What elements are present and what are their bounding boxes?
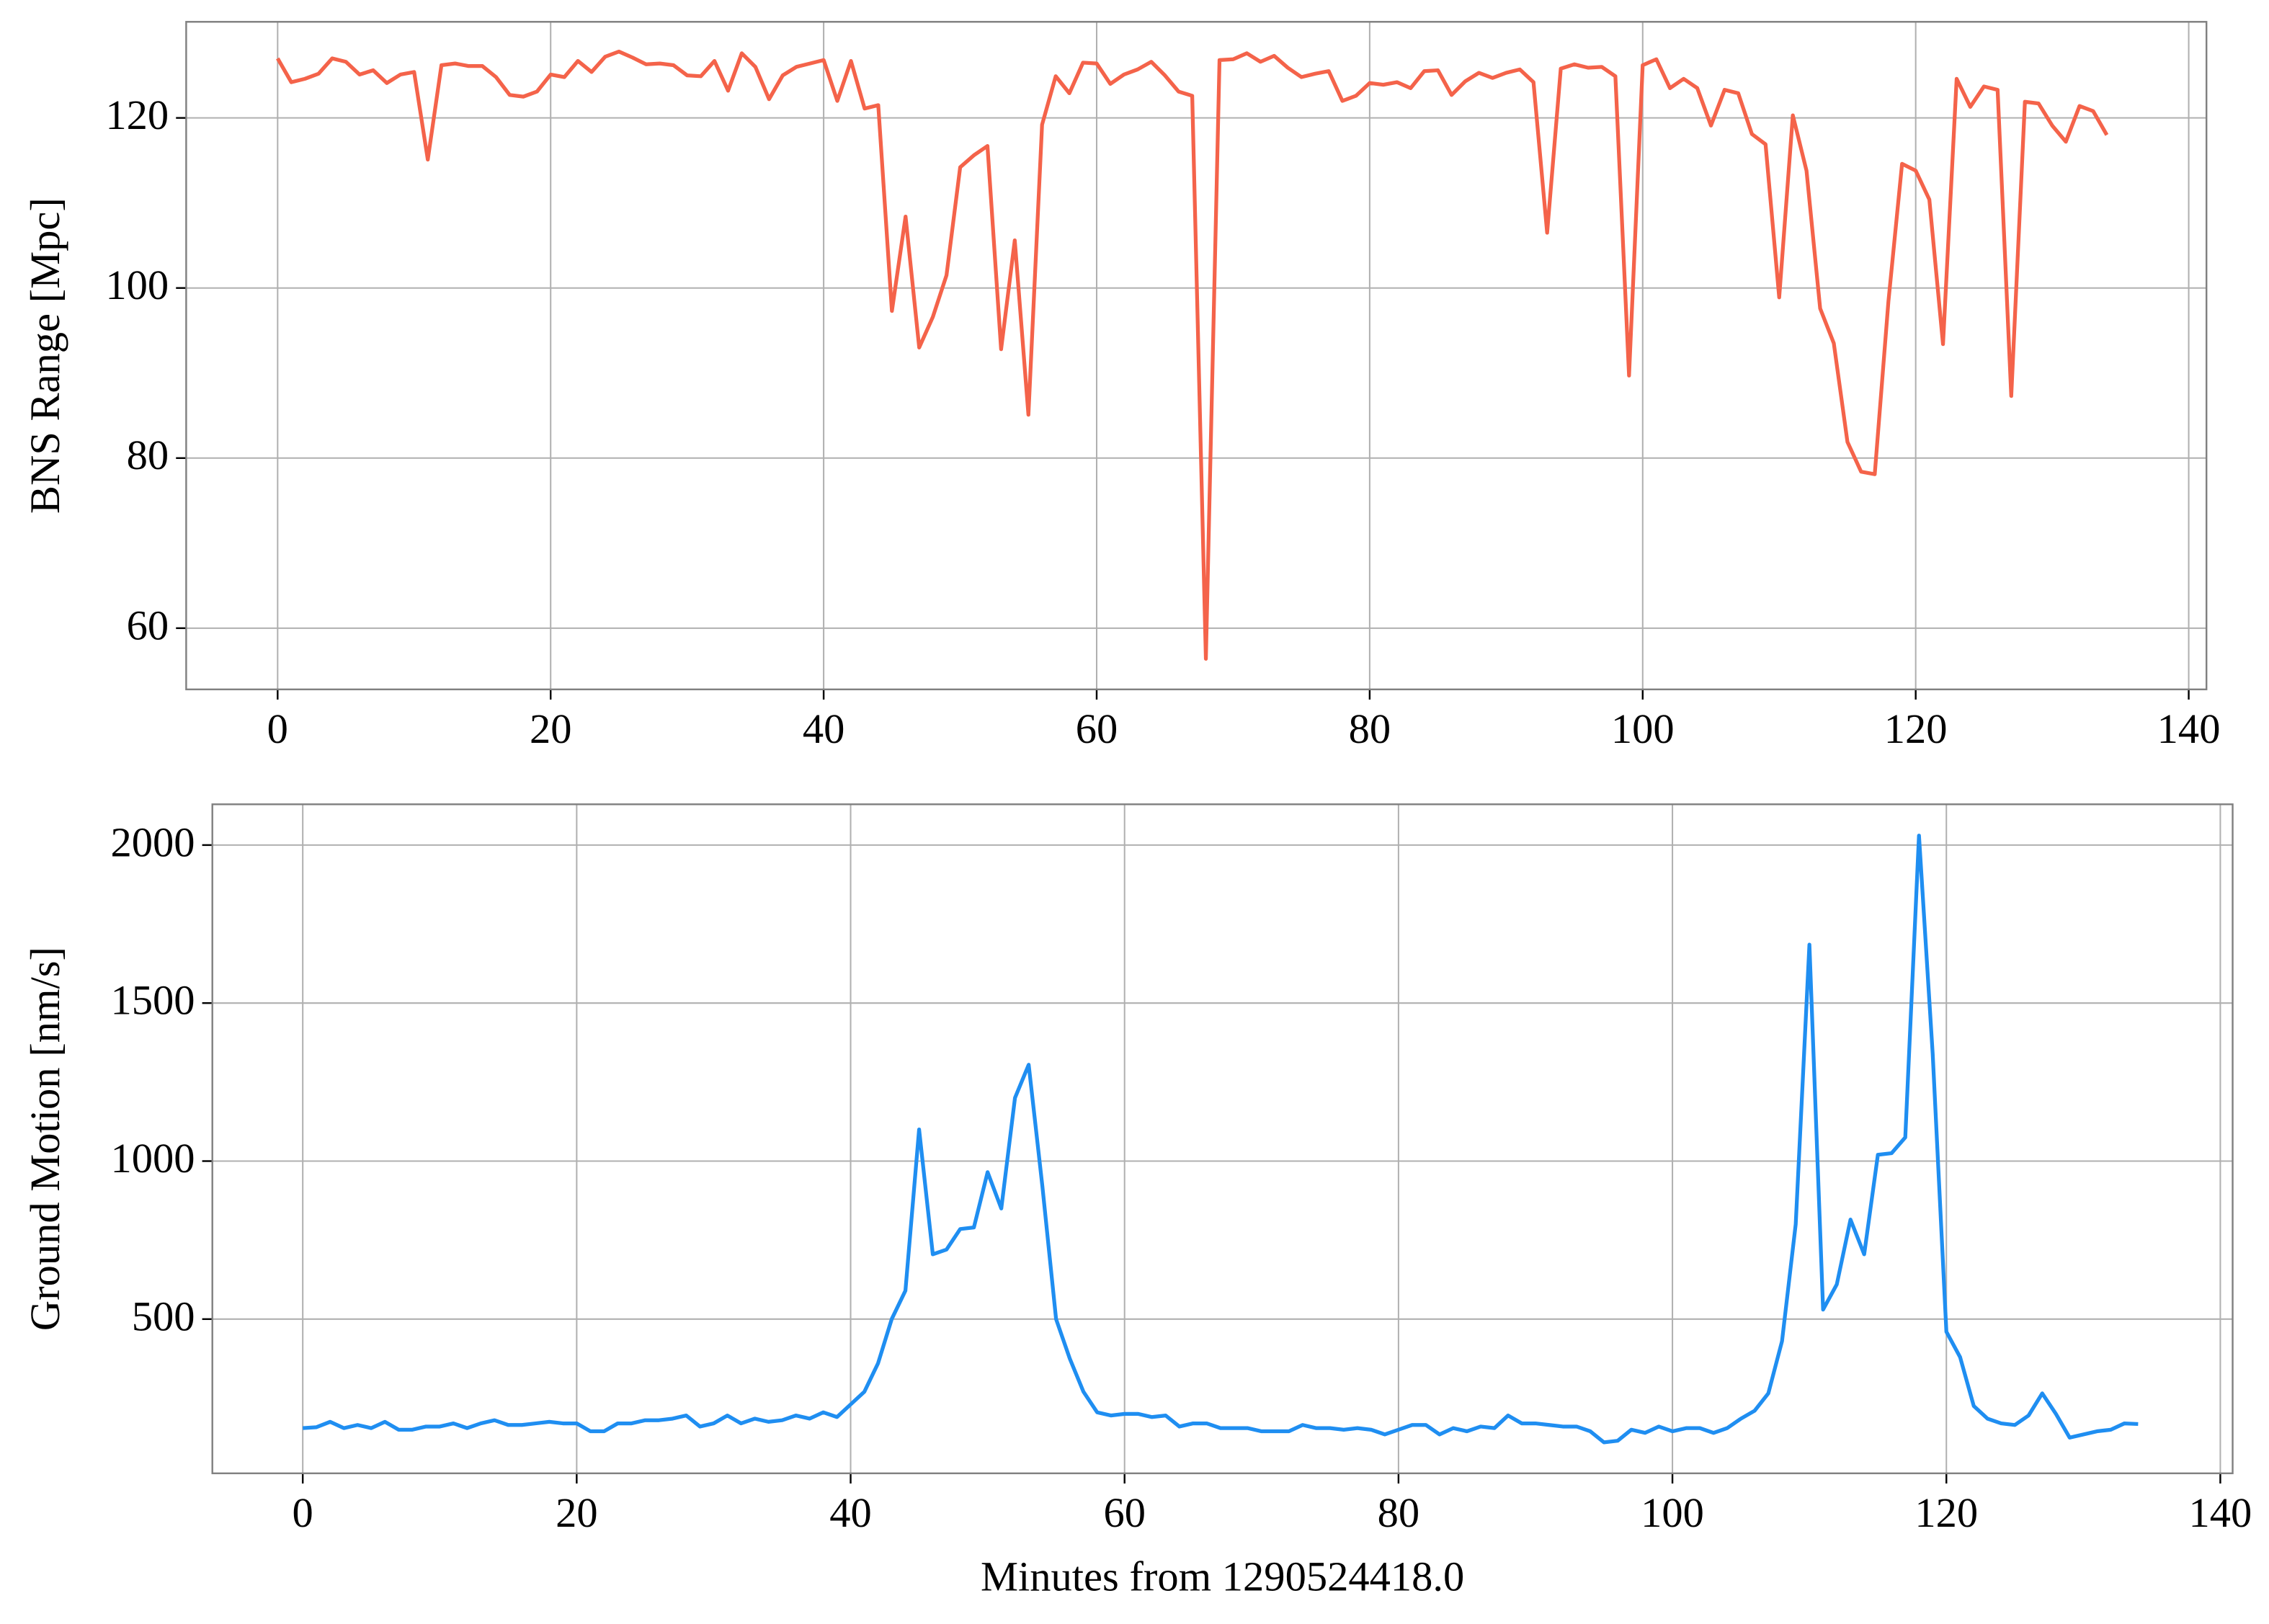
plot-frame xyxy=(211,803,2234,1475)
y-tick-label: 2000 xyxy=(110,818,195,865)
y-tick-label: 100 xyxy=(105,262,169,308)
plot-frame xyxy=(185,21,2208,691)
y-tick-label: 500 xyxy=(132,1293,195,1339)
x-tick-label: 40 xyxy=(829,1489,872,1536)
y-tick-label: 1000 xyxy=(110,1135,195,1182)
x-tick-label: 40 xyxy=(803,705,845,752)
x-tick-label: 60 xyxy=(1103,1489,1146,1536)
data-line xyxy=(276,49,2109,661)
x-tick-label: 120 xyxy=(1884,705,1948,752)
x-tick-label: 120 xyxy=(1914,1489,1978,1536)
x-tick-label: 20 xyxy=(530,705,572,752)
x-tick-label: 140 xyxy=(2189,1489,2252,1536)
x-tick-label: 100 xyxy=(1611,705,1675,752)
y-tick-label: 120 xyxy=(105,92,169,138)
y-axis-label: BNS Range [Mpc] xyxy=(22,197,68,514)
x-tick-label: 80 xyxy=(1349,705,1391,752)
x-tick-label: 20 xyxy=(556,1489,598,1536)
y-tick-label: 60 xyxy=(127,602,169,648)
x-tick-label: 80 xyxy=(1378,1489,1420,1536)
y-axis-label: Ground Motion [nm/s] xyxy=(22,947,68,1331)
y-tick-label: 80 xyxy=(127,432,169,478)
x-axis-label: Minutes from 1290524418.0 xyxy=(981,1553,1464,1600)
x-tick-label: 60 xyxy=(1076,705,1118,752)
x-tick-label: 140 xyxy=(2157,705,2221,752)
x-tick-label: 0 xyxy=(293,1489,313,1536)
x-tick-label: 100 xyxy=(1641,1489,1704,1536)
data-line xyxy=(302,834,2139,1445)
x-tick-label: 0 xyxy=(267,705,288,752)
y-tick-label: 1500 xyxy=(110,977,195,1024)
